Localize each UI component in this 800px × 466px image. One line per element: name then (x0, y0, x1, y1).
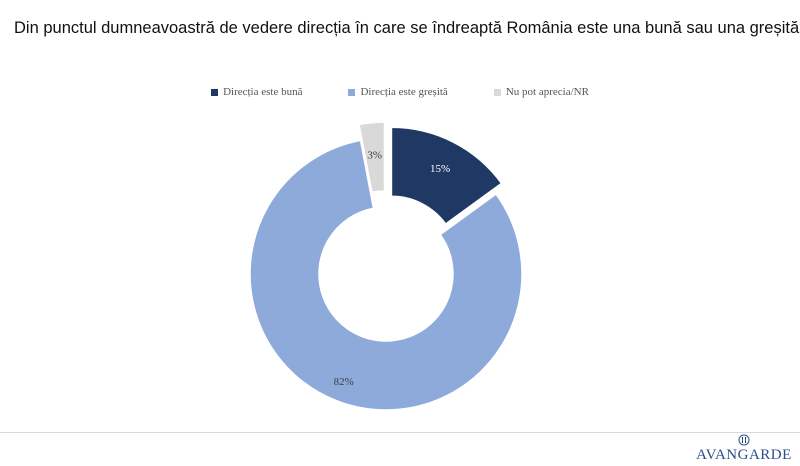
donut-slice-1 (249, 139, 523, 411)
data-label-2: 3% (367, 150, 382, 162)
legend-item-nr: Nu pot aprecia/NR (493, 86, 589, 98)
logo-text: AVANGARDE (696, 447, 792, 463)
footer-divider (0, 432, 800, 433)
legend-label-gresita: Direcția este greșită (360, 86, 448, 98)
data-label-0: 15% (430, 163, 450, 175)
logo-emblem-icon (738, 434, 750, 446)
data-label-1: 82% (334, 376, 354, 388)
chart-legend: Direcția este bună Direcția este greșită… (0, 86, 800, 98)
legend-label-nr: Nu pot aprecia/NR (505, 86, 589, 98)
avangarde-logo: AVANGARDE (694, 434, 794, 464)
legend-swatch-nr (493, 88, 501, 96)
donut-slice-2 (358, 121, 386, 194)
chart-title: Din punctul dumneavoastră de vedere dire… (14, 19, 800, 37)
donut-chart: 15% 82% 3% (249, 121, 523, 411)
legend-swatch-gresita (348, 88, 356, 96)
legend-item-gresita: Direcția este greșită (348, 86, 448, 98)
legend-item-buna: Direcția este bună (211, 86, 302, 98)
legend-label-buna: Direcția este bună (223, 86, 303, 98)
legend-swatch-buna (211, 88, 219, 96)
donut-slice-0 (390, 126, 503, 225)
